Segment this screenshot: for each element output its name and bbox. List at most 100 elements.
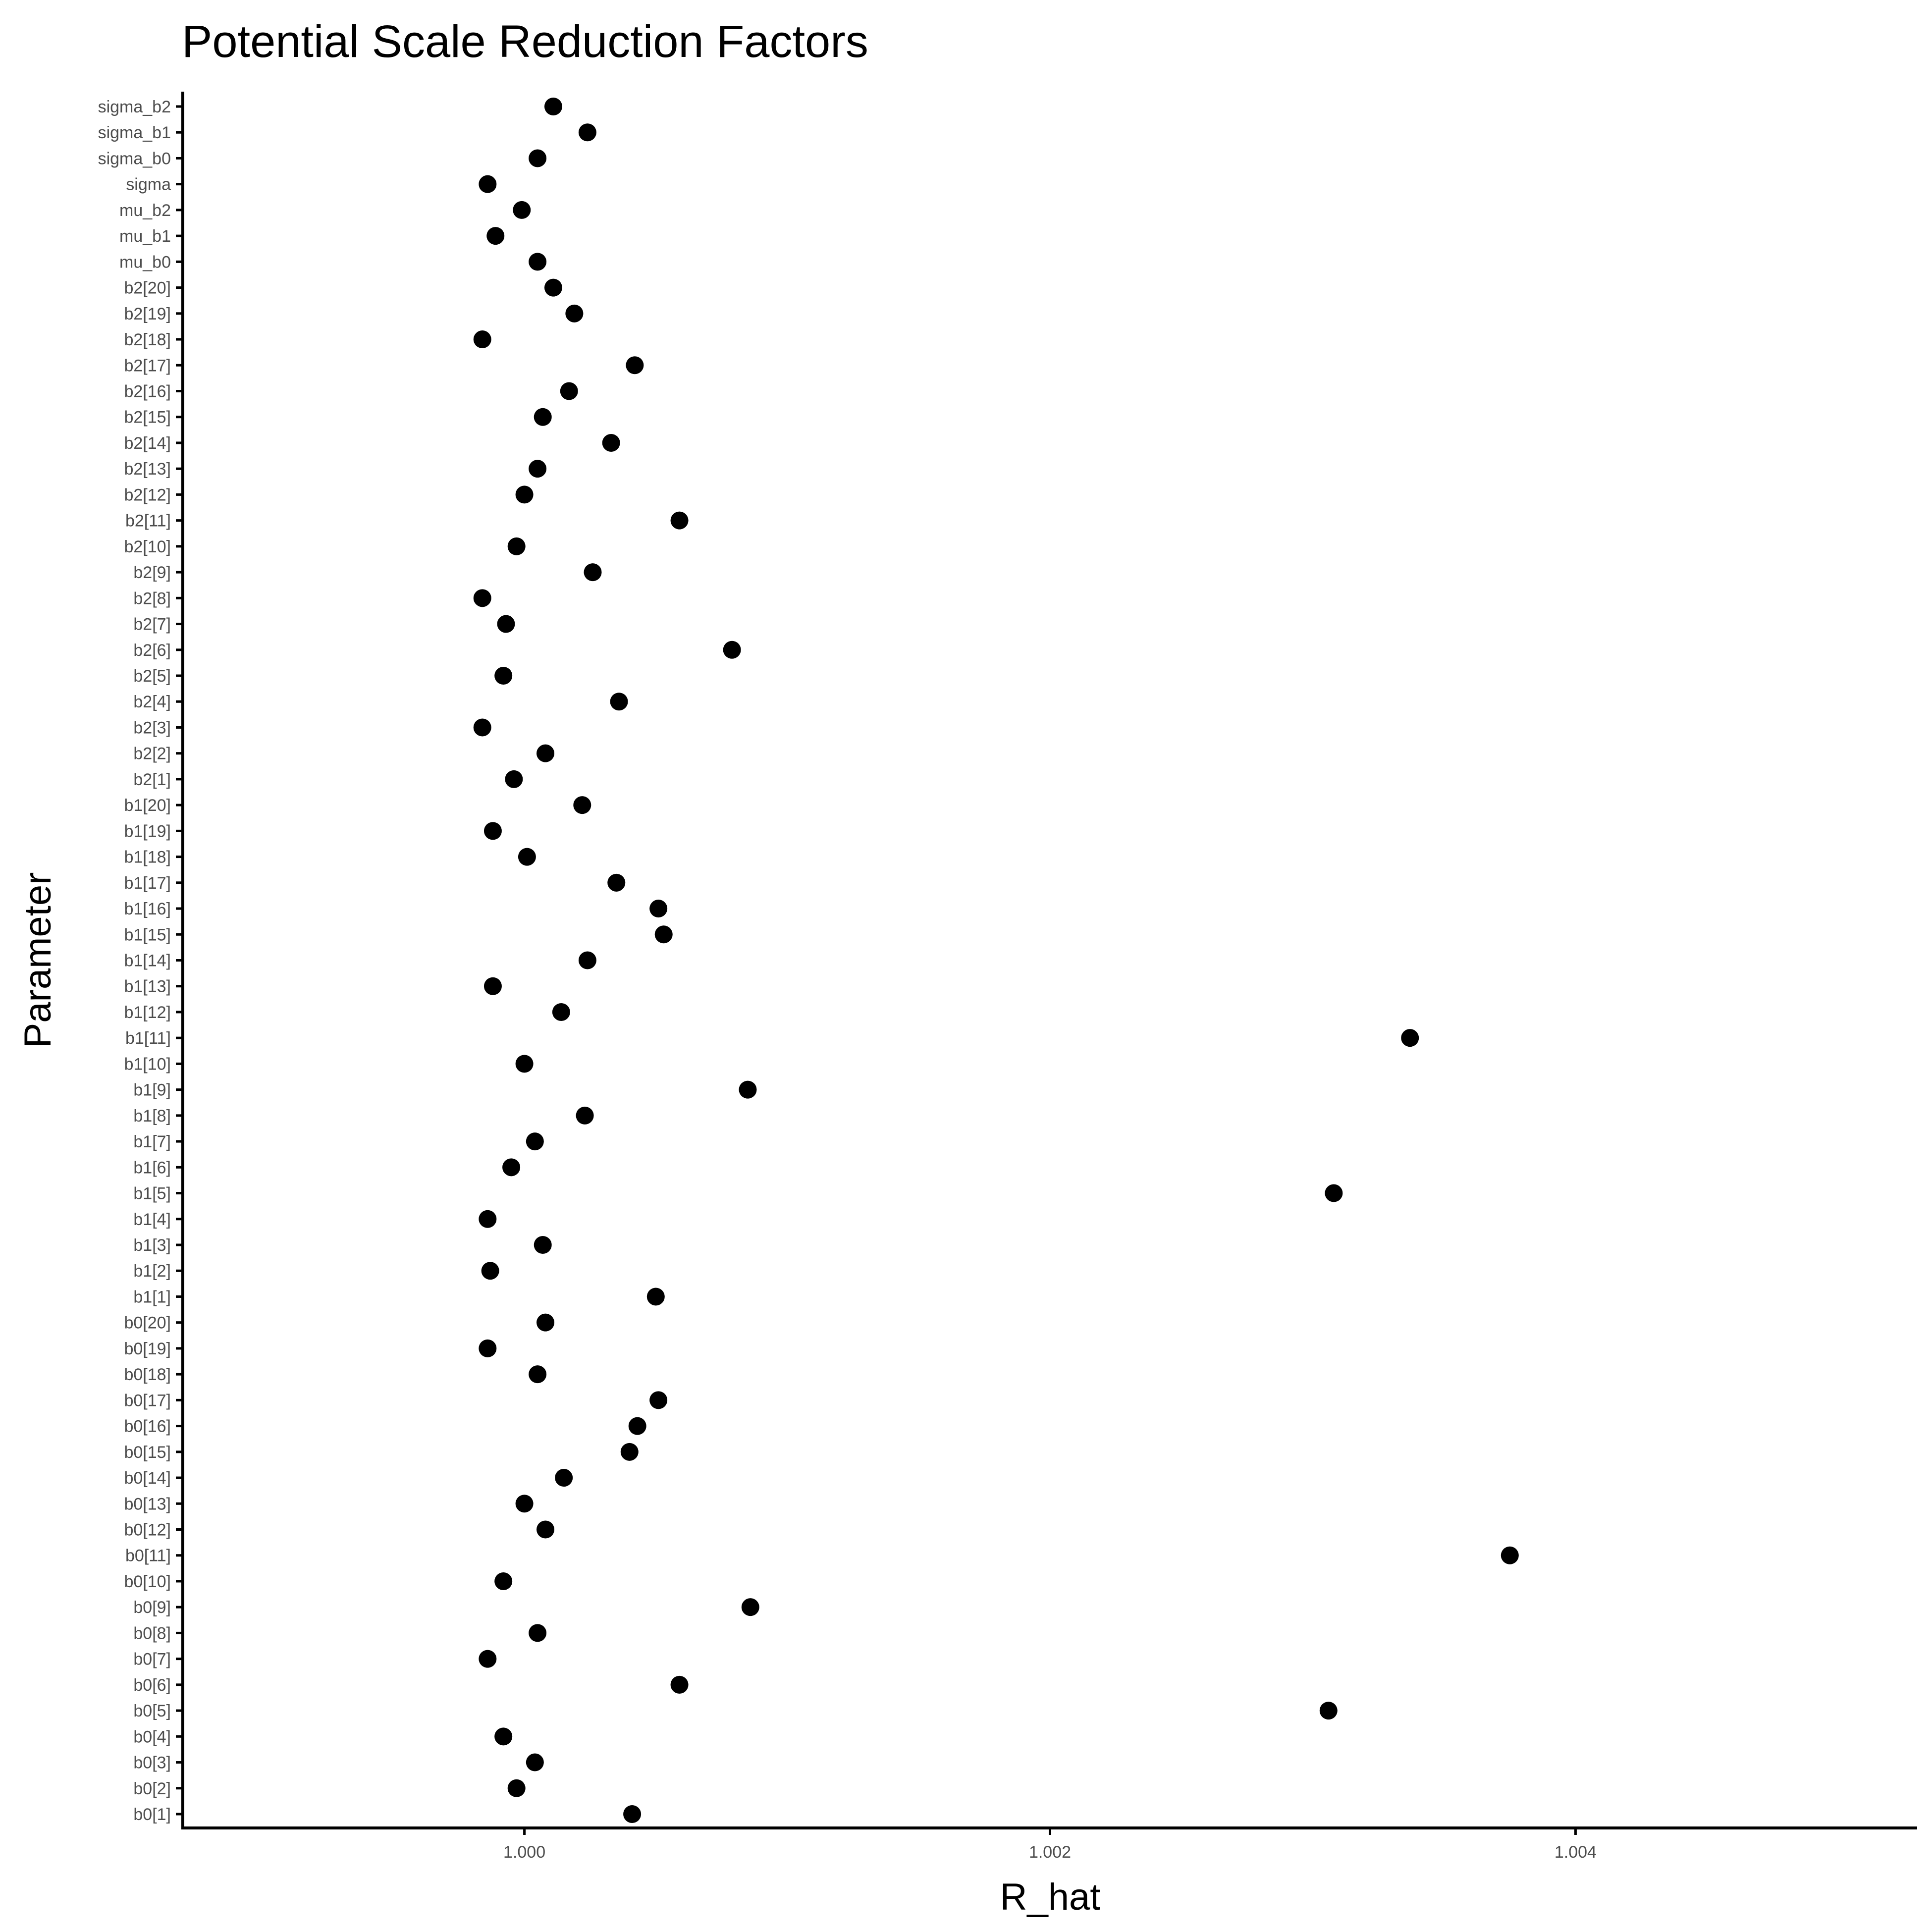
data-point — [529, 1365, 547, 1384]
y-tick-label: b2[16] — [124, 382, 171, 401]
data-point — [507, 1779, 526, 1797]
data-point — [481, 1262, 499, 1280]
data-point — [494, 1572, 513, 1590]
y-tick-label: b0[17] — [124, 1391, 171, 1410]
y-tick-label: b0[5] — [133, 1702, 171, 1720]
y-tick-label: mu_b1 — [119, 227, 171, 246]
y-tick-label: b1[14] — [124, 952, 171, 970]
y-tick-label: b2[1] — [133, 770, 171, 789]
y-tick-label: b2[19] — [124, 305, 171, 323]
y-tick-label: b1[19] — [124, 822, 171, 841]
data-point — [628, 1417, 646, 1435]
data-point — [515, 1055, 534, 1073]
y-tick-label: b2[7] — [133, 615, 171, 634]
y-tick-label: sigma_b1 — [98, 123, 171, 142]
data-point — [473, 330, 491, 349]
data-point — [602, 433, 620, 452]
y-tick-label: sigma — [126, 175, 171, 194]
y-tick-label: b1[11] — [125, 1029, 171, 1048]
x-axis-ticks: 1.000 1.002 1.004 — [503, 1828, 1597, 1862]
data-point — [576, 1106, 594, 1125]
data-point — [741, 1598, 759, 1616]
y-tick-label: b1[16] — [124, 900, 171, 918]
data-points — [473, 98, 1519, 1823]
x-axis-title: R_hat — [1000, 1876, 1101, 1918]
y-tick-label: b0[18] — [124, 1365, 171, 1384]
data-point — [537, 744, 555, 762]
data-point — [483, 977, 502, 995]
data-point — [537, 1313, 555, 1332]
data-point — [670, 1675, 689, 1694]
x-tick-label: 1.004 — [1555, 1843, 1597, 1862]
data-point — [607, 873, 626, 892]
chart-title: Potential Scale Reduction Factors — [182, 16, 868, 67]
x-tick-label: 1.002 — [1029, 1843, 1071, 1862]
data-point — [515, 485, 534, 504]
data-point — [544, 278, 562, 297]
y-tick-label: b2[18] — [124, 330, 171, 349]
data-point — [739, 1080, 757, 1099]
data-point — [505, 770, 523, 788]
data-point — [497, 615, 515, 633]
y-tick-label: b2[13] — [124, 460, 171, 479]
data-point — [483, 822, 502, 840]
data-point — [537, 1520, 555, 1539]
y-tick-label: b0[16] — [124, 1417, 171, 1436]
y-tick-label: sigma_b0 — [98, 149, 171, 168]
y-tick-label: b0[8] — [133, 1624, 171, 1643]
y-tick-label: b0[9] — [133, 1598, 171, 1617]
y-tick-label: b1[18] — [124, 848, 171, 867]
y-tick-label: b2[20] — [124, 279, 171, 298]
y-tick-label: b2[6] — [133, 641, 171, 660]
data-point — [479, 1210, 497, 1228]
data-point — [565, 304, 584, 322]
y-tick-label: b2[5] — [133, 667, 171, 686]
data-point — [544, 98, 562, 115]
y-tick-label: b1[17] — [124, 874, 171, 893]
data-point — [649, 1391, 668, 1409]
y-tick-label: b0[15] — [124, 1443, 171, 1462]
data-point — [623, 1805, 642, 1823]
y-tick-label: mu_b0 — [119, 253, 171, 271]
y-axis-ticks: b0[1] b0[2] b0[3] b0[4] b0[5] b0[6] b0[7] b0[8]… — [98, 98, 183, 1824]
data-point — [578, 123, 596, 142]
data-point — [1319, 1702, 1338, 1720]
y-tick-label: b1[15] — [124, 925, 171, 944]
data-point — [654, 925, 673, 944]
y-tick-label: b0[4] — [133, 1727, 171, 1746]
data-point — [513, 201, 531, 219]
y-tick-label: b2[2] — [133, 745, 171, 763]
y-tick-label: b2[9] — [133, 563, 171, 582]
data-point — [584, 563, 602, 582]
data-point — [1501, 1546, 1519, 1564]
data-point — [479, 175, 497, 193]
y-tick-label: b2[4] — [133, 693, 171, 711]
y-tick-label: b1[12] — [124, 1003, 171, 1022]
y-tick-label: b0[1] — [133, 1805, 171, 1824]
data-point — [649, 900, 668, 918]
y-tick-label: b0[7] — [133, 1650, 171, 1669]
y-tick-label: b2[10] — [124, 537, 171, 556]
data-point — [578, 951, 596, 969]
data-point — [502, 1158, 521, 1177]
data-point — [534, 1236, 552, 1254]
data-point — [620, 1443, 639, 1461]
y-tick-label: b1[10] — [124, 1055, 171, 1073]
y-tick-label: b2[14] — [124, 434, 171, 453]
data-point — [1325, 1184, 1343, 1202]
data-point — [518, 848, 536, 866]
y-tick-label: b1[2] — [133, 1262, 171, 1281]
data-point — [479, 1650, 497, 1668]
y-tick-label: b0[12] — [124, 1521, 171, 1540]
y-tick-label: b2[15] — [124, 408, 171, 427]
data-point — [646, 1288, 665, 1306]
data-point — [626, 356, 644, 375]
y-tick-label: b0[20] — [124, 1314, 171, 1333]
y-tick-label: b0[6] — [133, 1676, 171, 1695]
data-point — [573, 796, 591, 814]
data-point — [529, 149, 547, 167]
y-tick-label: b0[14] — [124, 1469, 171, 1488]
y-axis-title: Parameter — [17, 872, 59, 1048]
data-point — [529, 1624, 547, 1642]
